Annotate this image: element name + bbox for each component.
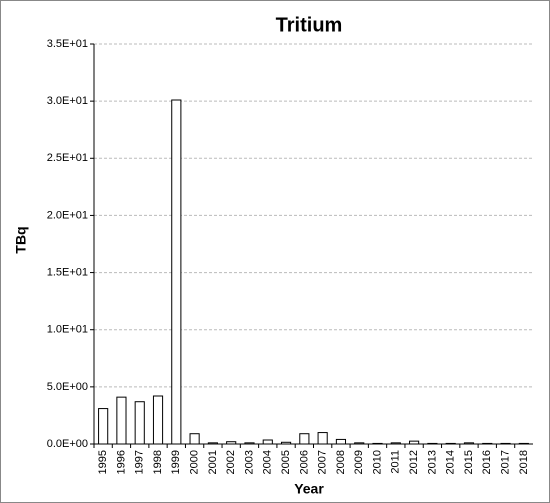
bar [409, 440, 420, 445]
x-tick-label: 1995 [97, 450, 109, 474]
x-tick-label: 2008 [335, 450, 347, 474]
bar [280, 441, 292, 445]
x-tick-label: 2015 [463, 450, 475, 474]
x-tick-label: 1996 [115, 450, 127, 474]
bar [189, 433, 200, 445]
y-axis-title: TBq [13, 226, 29, 253]
bar [207, 442, 218, 445]
y-tick-label: 1.0E+01 [47, 324, 88, 336]
bar [244, 442, 255, 445]
bar [152, 395, 164, 445]
y-tick-label: 5.0E+00 [47, 381, 88, 393]
y-tick-label: 3.0E+01 [47, 95, 88, 107]
bar [463, 442, 475, 445]
x-tick-label: 2003 [243, 450, 255, 474]
x-tick-label: 2017 [499, 450, 511, 474]
x-tick-label: 1997 [134, 450, 146, 474]
bar [445, 442, 456, 445]
bar [390, 442, 401, 445]
bar [518, 442, 529, 445]
bar [98, 408, 109, 445]
x-tick-label: 2016 [481, 450, 493, 474]
x-tick-label: 2013 [426, 450, 438, 474]
x-tick-label: 2002 [225, 450, 237, 474]
x-tick-label: 2005 [280, 450, 292, 474]
bar [171, 99, 182, 445]
x-tick-label: 2000 [189, 450, 201, 474]
x-tick-label: 2004 [262, 450, 274, 474]
x-tick-label: 2009 [353, 450, 365, 474]
x-tick-label: 2007 [317, 450, 329, 474]
bar [427, 442, 438, 445]
bar [335, 438, 347, 445]
y-tick-label: 0.0E+00 [47, 438, 88, 450]
x-tick-label: 2012 [408, 450, 420, 474]
x-tick-label: 2001 [207, 450, 219, 474]
bar [317, 432, 328, 445]
bar [299, 433, 310, 445]
bar [354, 442, 365, 445]
y-tick-label: 3.5E+01 [47, 38, 88, 50]
bar [134, 401, 145, 445]
bar [226, 441, 237, 445]
bar [482, 442, 493, 445]
x-tick-label: 2006 [298, 450, 310, 474]
chart-title: Tritium [276, 14, 343, 36]
x-tick-label: 2018 [518, 450, 530, 474]
bar [116, 396, 127, 445]
bar [500, 442, 511, 445]
x-tick-label: 2011 [390, 450, 402, 474]
bar [372, 442, 383, 445]
y-tick-label: 1.5E+01 [47, 266, 88, 278]
y-tick-label: 2.0E+01 [47, 209, 88, 221]
x-tick-label: 2014 [445, 450, 457, 474]
bar [262, 439, 273, 445]
x-tick-label: 1999 [170, 450, 182, 474]
x-tick-label: 2010 [371, 450, 383, 474]
x-tick-label: 1998 [152, 450, 164, 474]
x-axis-title: Year [294, 481, 324, 497]
y-tick-label: 2.5E+01 [47, 152, 88, 164]
